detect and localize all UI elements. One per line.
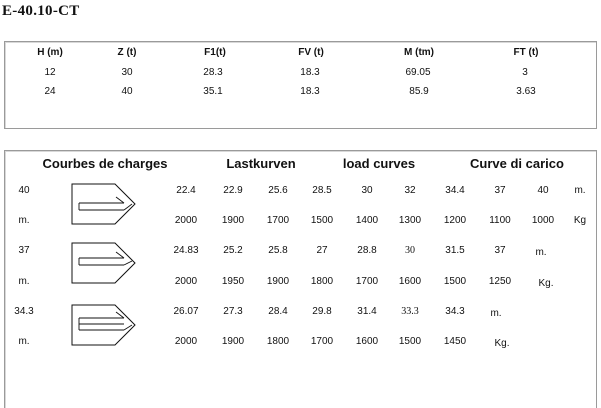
heading-english: load curves bbox=[342, 156, 416, 171]
load-unit: Kg bbox=[573, 215, 587, 226]
table-cell: 12 bbox=[44, 67, 56, 78]
distance-value: 28.4 bbox=[268, 306, 288, 317]
table-cell: 3 bbox=[522, 67, 528, 78]
load-value: 1500 bbox=[443, 276, 467, 287]
distance-value: 27 bbox=[316, 245, 328, 256]
jib-diagram-icon bbox=[71, 304, 136, 346]
load-value: 1400 bbox=[355, 215, 379, 226]
distance-value: 25.2 bbox=[223, 245, 243, 256]
load-value: 1600 bbox=[398, 276, 422, 287]
distance-value: 32 bbox=[404, 185, 416, 196]
load-value: 1900 bbox=[266, 276, 290, 287]
load-value: 2000 bbox=[174, 336, 198, 347]
distance-unit: m. bbox=[574, 185, 586, 196]
load-unit: Kg. bbox=[494, 338, 510, 349]
load-value: 1700 bbox=[310, 336, 334, 347]
distance-value: 27.3 bbox=[223, 306, 243, 317]
table-cell: 40 bbox=[121, 86, 133, 97]
distance-value: 34.4 bbox=[445, 185, 465, 196]
distance-value: 31.4 bbox=[357, 306, 377, 317]
table-cell: 69.05 bbox=[405, 67, 431, 78]
jib-unit: m. bbox=[18, 336, 30, 347]
load-value: 1450 bbox=[443, 336, 467, 347]
table-cell: 18.3 bbox=[300, 67, 320, 78]
header-z: Z (t) bbox=[117, 47, 137, 58]
jib-diagram-icon bbox=[71, 242, 136, 284]
load-value: 1300 bbox=[398, 215, 422, 226]
distance-value: 31.5 bbox=[445, 245, 465, 256]
load-value: 1250 bbox=[488, 276, 512, 287]
distance-value: 28.5 bbox=[312, 185, 332, 196]
distance-value: 37 bbox=[494, 245, 506, 256]
table-cell: 30 bbox=[121, 67, 133, 78]
jib-length: 40 bbox=[18, 185, 30, 196]
jib-length: 34.3 bbox=[14, 306, 34, 317]
jib-unit: m. bbox=[18, 215, 30, 226]
load-value: 1700 bbox=[355, 276, 379, 287]
load-value: 1900 bbox=[221, 215, 245, 226]
load-value: 1200 bbox=[443, 215, 467, 226]
heading-french: Courbes de charges bbox=[42, 156, 168, 171]
load-value: 1800 bbox=[266, 336, 290, 347]
distance-value: 26.07 bbox=[173, 306, 199, 317]
table-cell: 35.1 bbox=[203, 86, 223, 97]
distance-value: 33.3 bbox=[401, 306, 419, 317]
load-value: 1800 bbox=[310, 276, 334, 287]
distance-unit: m. bbox=[490, 308, 502, 319]
distance-unit: m. bbox=[535, 247, 547, 258]
distance-value: 24.83 bbox=[173, 245, 199, 256]
load-value: 1950 bbox=[221, 276, 245, 287]
distance-value: 34.3 bbox=[445, 306, 465, 317]
distance-value: 22.9 bbox=[223, 185, 243, 196]
heading-italian: Curve di carico bbox=[470, 156, 564, 171]
load-value: 2000 bbox=[174, 215, 198, 226]
header-h: H (m) bbox=[37, 47, 63, 58]
jib-unit: m. bbox=[18, 276, 30, 287]
distance-value: 40 bbox=[537, 185, 549, 196]
table-cell: 24 bbox=[44, 86, 56, 97]
distance-value: 29.8 bbox=[312, 306, 332, 317]
table-cell: 85.9 bbox=[409, 86, 429, 97]
jib-length: 37 bbox=[18, 245, 30, 256]
distance-value: 22.4 bbox=[176, 185, 196, 196]
load-value: 1000 bbox=[531, 215, 555, 226]
header-m: M (tm) bbox=[404, 47, 434, 58]
distance-value: 30 bbox=[361, 185, 373, 196]
header-f1: F1(t) bbox=[204, 47, 226, 58]
header-ft: FT (t) bbox=[513, 47, 539, 58]
table-cell: 28.3 bbox=[203, 67, 223, 78]
distance-value: 28.8 bbox=[357, 245, 377, 256]
table-cell: 18.3 bbox=[300, 86, 320, 97]
load-value: 1700 bbox=[266, 215, 290, 226]
document-title: E-40.10-CT bbox=[2, 3, 80, 19]
heading-german: Lastkurven bbox=[226, 156, 296, 171]
jib-diagram-icon bbox=[71, 183, 136, 225]
load-value: 2000 bbox=[174, 276, 198, 287]
load-value: 1100 bbox=[489, 215, 511, 226]
load-value: 1600 bbox=[355, 336, 379, 347]
distance-value: 37 bbox=[494, 185, 506, 196]
distance-value: 25.6 bbox=[268, 185, 288, 196]
load-curves-box bbox=[4, 150, 597, 408]
distance-value: 25.8 bbox=[268, 245, 288, 256]
load-value: 1500 bbox=[310, 215, 334, 226]
load-value: 1900 bbox=[221, 336, 245, 347]
header-fv: FV (t) bbox=[298, 47, 324, 58]
load-unit: Kg. bbox=[538, 278, 554, 289]
table-cell: 3.63 bbox=[516, 86, 536, 97]
specs-table-box bbox=[4, 41, 597, 129]
load-value: 1500 bbox=[398, 336, 422, 347]
distance-value: 30 bbox=[405, 245, 415, 256]
